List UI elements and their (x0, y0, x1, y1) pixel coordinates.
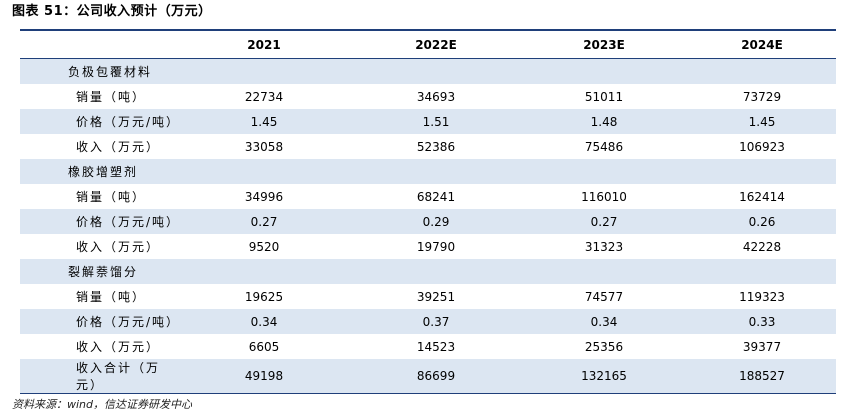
value-cell: 116010 (581, 189, 627, 204)
value-cell: 6605 (248, 339, 280, 354)
section-row: 裂解萘馏分 (20, 259, 836, 284)
table-row: 销量（吨） 22734 34693 51011 73729 (20, 84, 836, 109)
table-row: 价格（万元/吨） 0.27 0.29 0.27 0.26 (20, 209, 836, 234)
value-cell (176, 59, 352, 85)
table-row: 收入（万元） 9520 19790 31323 42228 (20, 234, 836, 259)
row-label: 价格（万元/吨） (76, 315, 181, 329)
value-cell (352, 259, 520, 284)
value-cell: 31323 (584, 239, 624, 254)
value-cell: 51011 (584, 89, 624, 104)
value-cell: 39251 (416, 289, 456, 304)
value-cell: 9520 (248, 239, 280, 254)
value-cell (352, 59, 520, 85)
table-row: 价格（万元/吨） 1.45 1.51 1.48 1.45 (20, 109, 836, 134)
header-cell (20, 31, 176, 59)
row-label: 销量（吨） (76, 190, 147, 204)
row-label: 裂解萘馏分 (68, 265, 139, 279)
value-cell: 86699 (416, 369, 456, 383)
value-cell: 188527 (739, 369, 785, 383)
value-cell: 33058 (244, 139, 284, 154)
header-cell: 2021 (247, 37, 281, 52)
value-cell: 0.33 (748, 314, 776, 329)
row-label: 价格（万元/吨） (76, 115, 181, 129)
value-cell: 73729 (742, 89, 782, 104)
row-label: 负极包覆材料 (68, 65, 153, 79)
value-cell: 68241 (416, 189, 456, 204)
value-cell (688, 59, 836, 85)
value-cell (688, 259, 836, 284)
table-row: 价格（万元/吨） 0.34 0.37 0.34 0.33 (20, 309, 836, 334)
value-cell: 19790 (416, 239, 456, 254)
value-cell: 0.29 (422, 214, 450, 229)
value-cell (520, 159, 688, 184)
value-cell (520, 59, 688, 85)
value-cell: 34996 (244, 189, 284, 204)
value-cell: 14523 (416, 339, 456, 354)
row-label: 销量（吨） (76, 290, 147, 304)
value-cell: 52386 (416, 139, 456, 154)
table-row: 销量（吨） 34996 68241 116010 162414 (20, 184, 836, 209)
value-cell: 0.34 (590, 314, 618, 329)
value-cell (176, 159, 352, 184)
row-label: 橡胶增塑剂 (68, 165, 139, 179)
row-label: 收入（万元） (76, 340, 161, 354)
value-cell: 1.45 (250, 114, 278, 129)
value-cell: 119323 (739, 289, 785, 304)
value-cell: 49198 (244, 369, 284, 383)
value-cell: 0.26 (748, 214, 776, 229)
value-cell (688, 159, 836, 184)
value-cell: 74577 (584, 289, 624, 304)
row-label: 收入（万元） (76, 140, 161, 154)
row-label: 收入（万元） (76, 240, 161, 254)
total-row: 收入合计（万元） 49198 86699 132165 188527 (20, 359, 836, 394)
value-cell: 132165 (581, 369, 627, 383)
value-cell: 39377 (742, 339, 782, 354)
value-cell: 1.48 (590, 114, 618, 129)
value-cell: 0.27 (590, 214, 618, 229)
value-cell: 19625 (244, 289, 284, 304)
section-row: 橡胶增塑剂 (20, 159, 836, 184)
value-cell: 1.51 (422, 114, 450, 129)
value-cell: 106923 (739, 139, 785, 154)
value-cell: 75486 (584, 139, 624, 154)
value-cell: 0.34 (250, 314, 278, 329)
row-label: 收入合计（万元） (76, 361, 161, 392)
header-cell: 2024E (741, 37, 783, 52)
table-header-row: 2021 2022E 2023E 2024E (20, 31, 836, 59)
value-cell: 0.37 (422, 314, 450, 329)
value-cell: 42228 (742, 239, 782, 254)
value-cell: 1.45 (748, 114, 776, 129)
value-cell (352, 159, 520, 184)
source-note: 资料来源：wind，信达证券研发中心 (12, 398, 193, 411)
section-row: 负极包覆材料 (20, 58, 836, 85)
table-row: 收入（万元） 33058 52386 75486 106923 (20, 134, 836, 159)
header-cell: 2023E (583, 37, 625, 52)
table-top-rule (20, 29, 836, 31)
row-label: 销量（吨） (76, 90, 147, 104)
table-body: 负极包覆材料 销量（吨） 22734 34693 51011 73729 价格（万元/吨） 1… (20, 58, 836, 394)
table-row: 收入（万元） 6605 14523 25356 39377 (20, 334, 836, 359)
figure-title: 图表 51：公司收入预计（万元） (12, 4, 212, 19)
revenue-forecast-table: 2021 2022E 2023E 2024E 负极包覆材料 销量（吨） 22734 3… (20, 31, 836, 394)
value-cell (520, 259, 688, 284)
row-label: 价格（万元/吨） (76, 215, 181, 229)
header-cell: 2022E (415, 37, 457, 52)
value-cell: 0.27 (250, 214, 278, 229)
value-cell (176, 259, 352, 284)
value-cell: 34693 (416, 89, 456, 104)
value-cell: 25356 (584, 339, 624, 354)
table-row: 销量（吨） 19625 39251 74577 119323 (20, 284, 836, 309)
value-cell: 22734 (244, 89, 284, 104)
value-cell: 162414 (739, 189, 785, 204)
